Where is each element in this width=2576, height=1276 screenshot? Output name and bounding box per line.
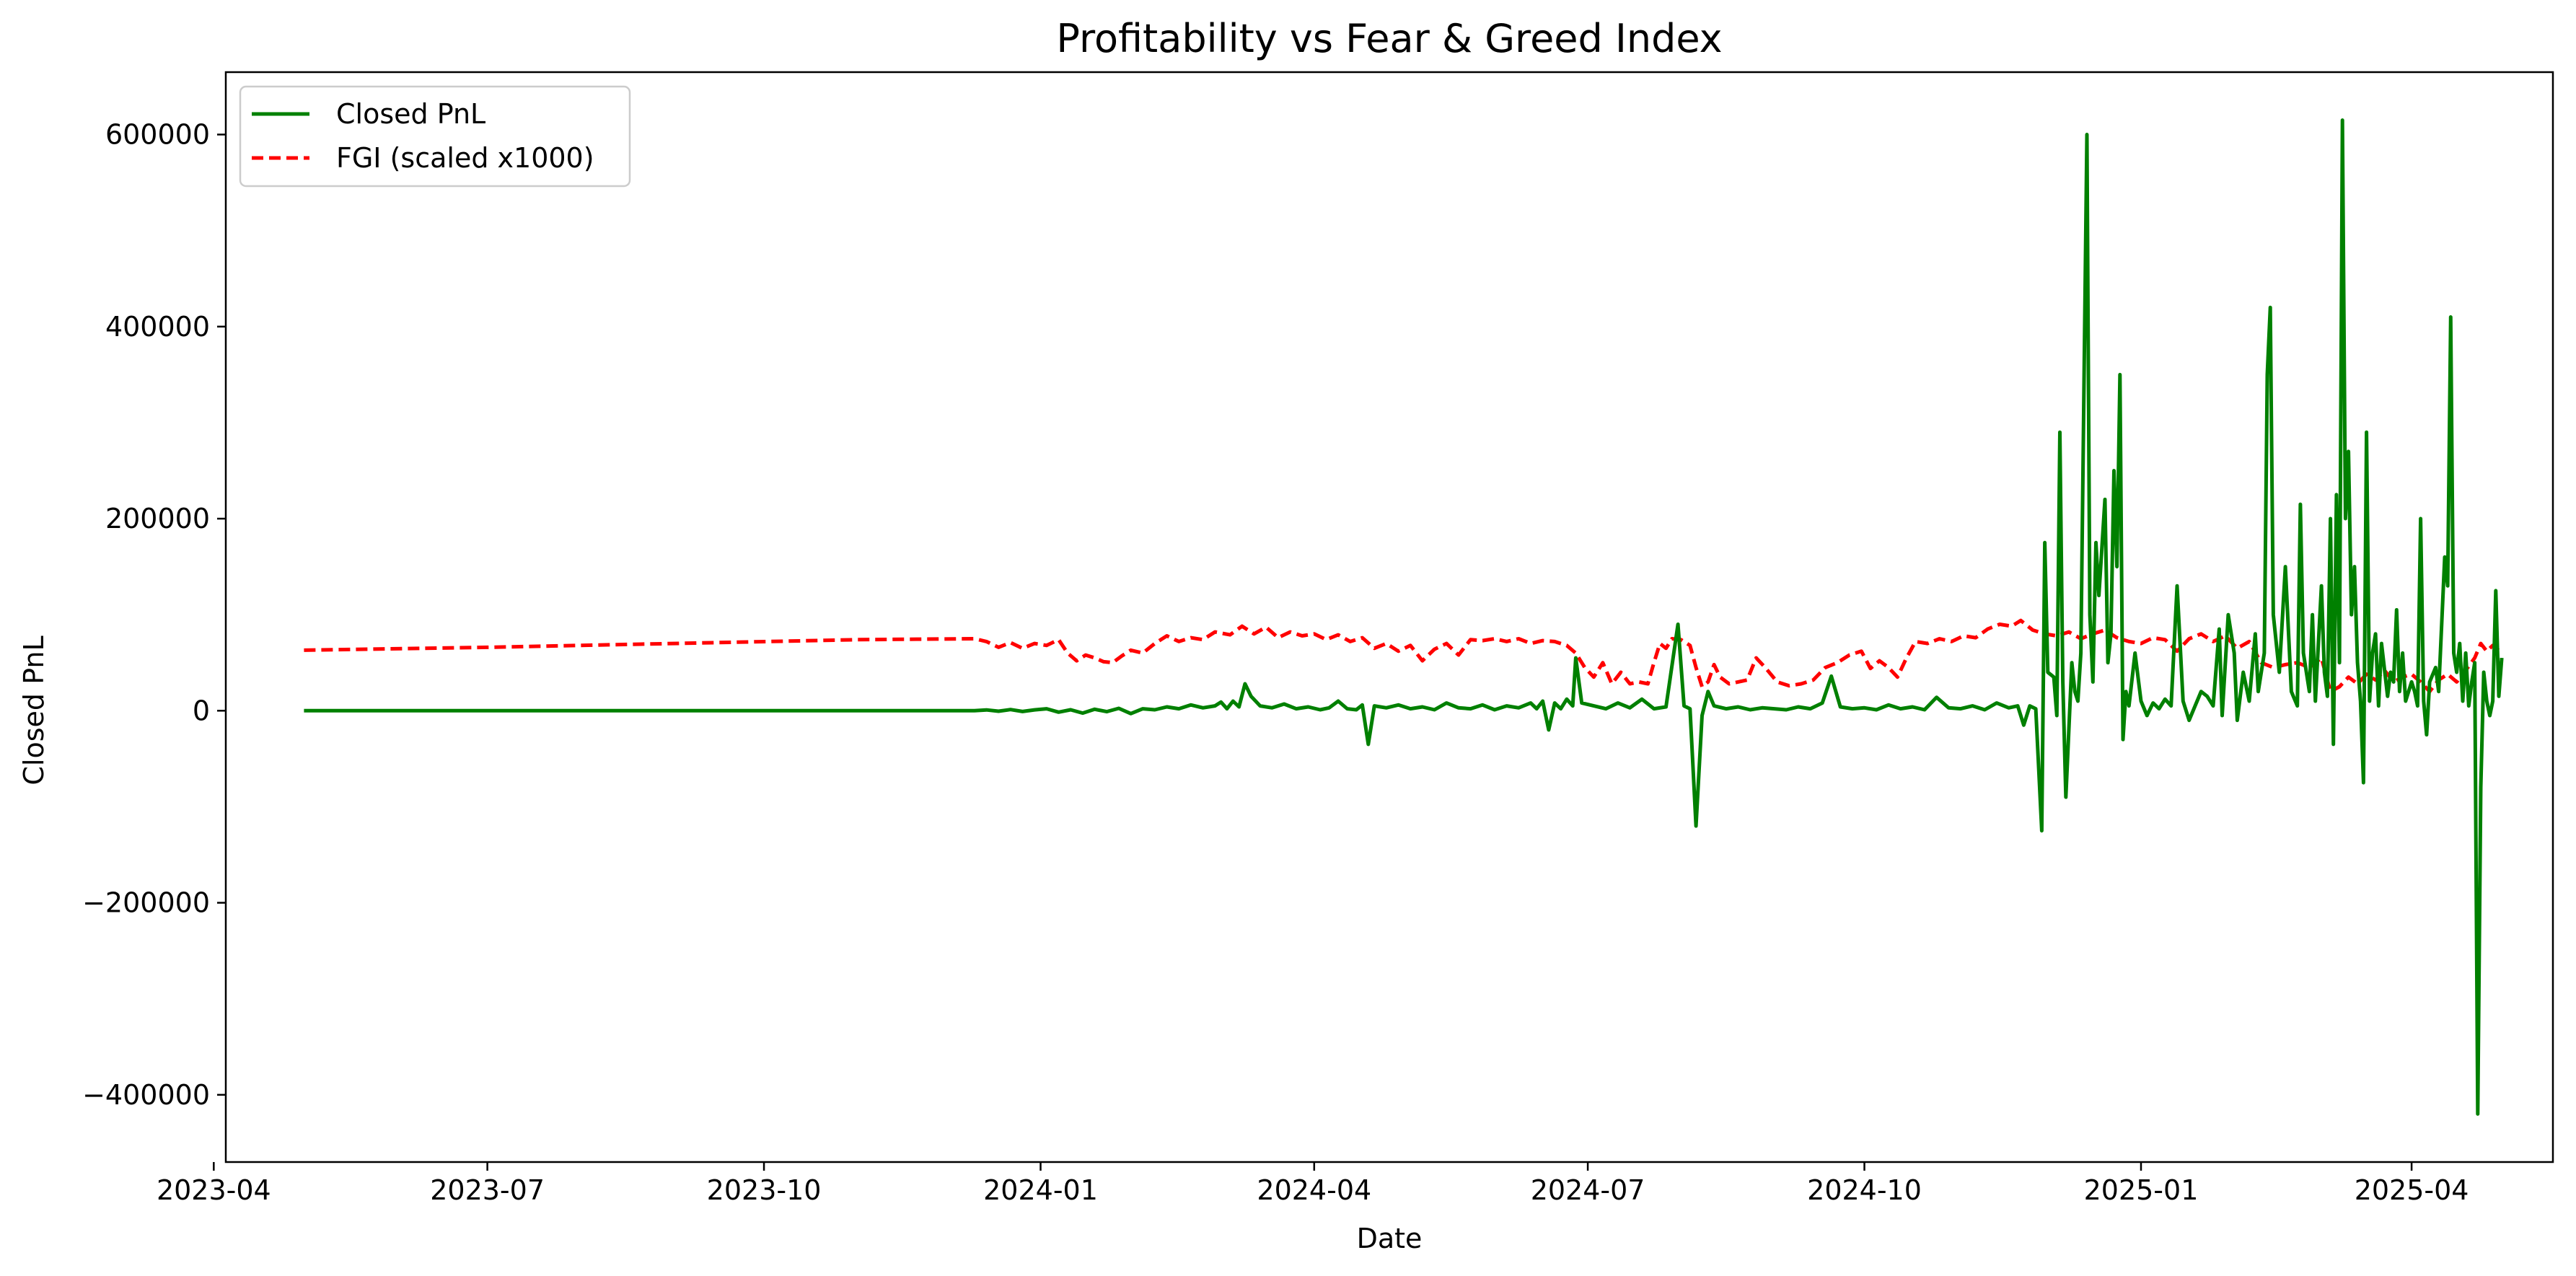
x-tick-label: 2023-07 — [430, 1174, 545, 1206]
x-tick-label: 2023-10 — [707, 1174, 822, 1206]
y-tick-label: 400000 — [105, 311, 210, 343]
x-tick-label: 2024-04 — [1257, 1174, 1371, 1206]
y-tick-label: −400000 — [82, 1079, 210, 1111]
y-axis-label: Closed PnL — [18, 635, 50, 785]
y-tick-label: 0 — [193, 695, 210, 726]
series-line-closed-pnl — [304, 118, 2504, 1116]
y-tick-label: −200000 — [82, 887, 210, 919]
x-tick-label: 2024-10 — [1807, 1174, 1922, 1206]
x-tick-label: 2023-04 — [157, 1174, 271, 1206]
legend: Closed PnL FGI (scaled x1000) — [239, 85, 631, 188]
x-tick-label: 2025-01 — [2084, 1174, 2199, 1206]
x-axis-label: Date — [1357, 1223, 1423, 1254]
x-tick-label: 2024-07 — [1531, 1174, 1645, 1206]
series-line-fgi — [304, 618, 2503, 694]
legend-box — [239, 85, 631, 188]
x-axis: 2023-04 2023-07 2023-10 2024-01 2024-04 2024-… — [157, 1162, 2469, 1206]
chart-title: Profitability vs Fear & Greed Index — [1056, 16, 1722, 61]
plot-frame — [224, 71, 2554, 1163]
legend-entry-fgi: FGI (scaled x1000) — [336, 142, 594, 174]
legend-entry-closed-pnl: Closed PnL — [336, 98, 485, 130]
x-tick-label: 2024-01 — [983, 1174, 1098, 1206]
x-tick-label: 2025-04 — [2355, 1174, 2469, 1206]
y-tick-label: 600000 — [105, 119, 210, 151]
plot-area — [304, 118, 2504, 1116]
y-axis: −400000 −200000 0 200000 400000 600000 — [82, 119, 226, 1111]
y-tick-label: 200000 — [105, 503, 210, 534]
